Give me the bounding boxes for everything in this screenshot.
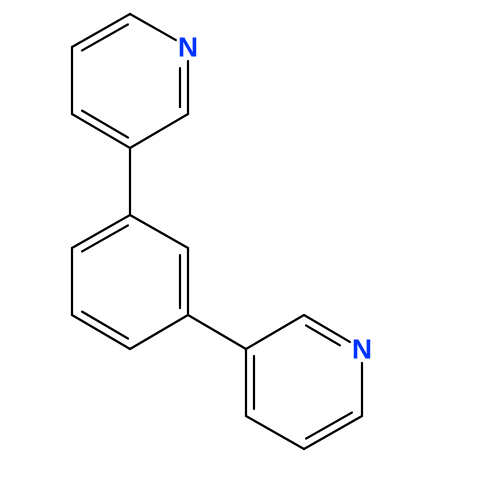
bond [304,416,362,449]
molecule-diagram: NN [0,0,500,500]
bond [246,315,304,349]
bond [72,215,130,248]
bond [306,325,340,345]
bond [246,416,304,449]
nitrogen-atom-label: N [352,334,372,365]
nitrogen-atom-label: N [178,32,198,63]
bond [72,315,130,349]
bond [130,14,176,40]
bond [130,315,188,349]
bond [72,14,130,47]
bond [188,315,246,349]
bond [130,114,188,148]
bond [130,215,188,248]
bond [72,114,130,148]
